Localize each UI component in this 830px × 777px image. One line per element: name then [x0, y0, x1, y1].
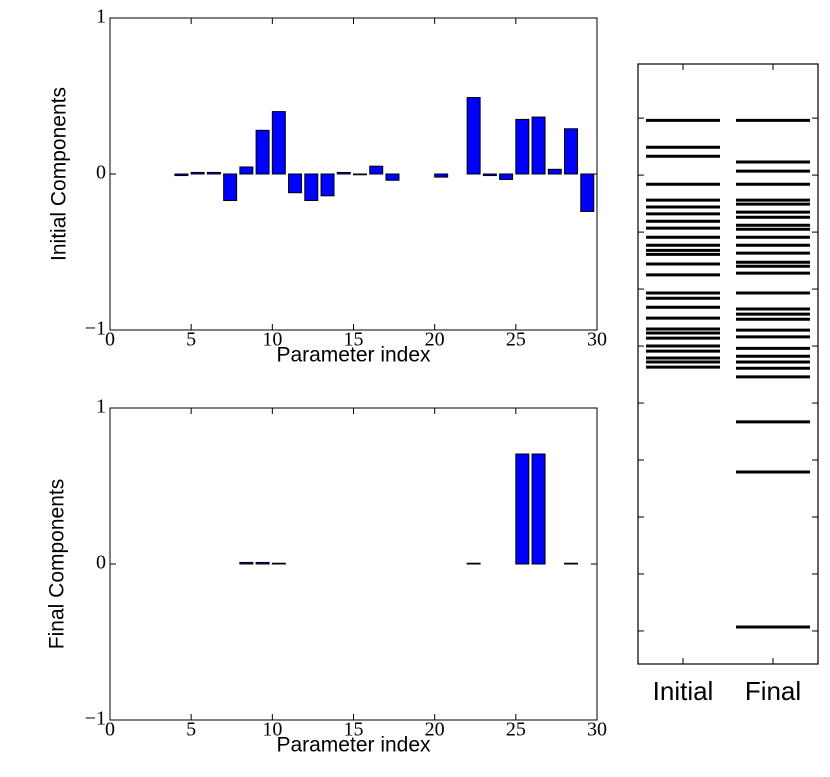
- x-tick-label: 25: [506, 719, 526, 741]
- bar: [174, 173, 189, 177]
- bar: [564, 562, 579, 565]
- x-tick-label: 0: [105, 329, 115, 351]
- bar: [515, 453, 530, 565]
- category-label: Initial: [653, 676, 714, 706]
- bar: [223, 173, 238, 202]
- x-axis-label: Parameter index: [276, 734, 431, 757]
- bar: [385, 173, 400, 181]
- y-tick-label: 0: [96, 552, 106, 574]
- x-tick-label: 5: [186, 329, 196, 351]
- x-tick-label: 5: [186, 719, 196, 741]
- bar: [190, 171, 205, 175]
- x-tick-label: 15: [344, 329, 364, 351]
- bar: [353, 173, 367, 176]
- bar: [271, 111, 286, 175]
- bar: [271, 562, 286, 565]
- bar: [531, 116, 546, 175]
- bar: [547, 168, 562, 175]
- bar: [466, 97, 481, 175]
- x-tick-label: 25: [506, 329, 526, 351]
- bar: [499, 173, 514, 180]
- y-tick-label: 1: [96, 396, 106, 418]
- bar: [369, 165, 384, 175]
- bar: [255, 561, 270, 565]
- bar: [304, 173, 319, 202]
- x-tick-label: 30: [587, 719, 607, 741]
- bar: [239, 166, 254, 175]
- x-tick-label: 10: [262, 329, 282, 351]
- y-tick-label: −1: [85, 708, 106, 730]
- y-tick-label: 0: [96, 162, 106, 184]
- bar: [531, 453, 546, 565]
- bar: [255, 129, 270, 175]
- bar: [320, 173, 335, 197]
- axes-frame: [637, 63, 819, 665]
- bar: [515, 118, 530, 175]
- bar: [239, 561, 254, 565]
- bar: [482, 173, 497, 177]
- bar: [206, 171, 221, 175]
- x-tick-label: 0: [105, 719, 115, 741]
- x-axis-label: Parameter index: [276, 344, 431, 367]
- y-axis-label: Final Components: [46, 479, 69, 649]
- x-tick-label: 15: [344, 719, 364, 741]
- y-tick-label: 1: [96, 6, 106, 28]
- bar: [466, 562, 481, 565]
- bar: [564, 128, 579, 175]
- category-label: Final: [745, 676, 801, 706]
- y-tick-label: −1: [85, 318, 106, 340]
- bar: [288, 173, 303, 194]
- bar: [434, 173, 449, 178]
- y-axis-label: Initial Components: [48, 87, 71, 261]
- bar: [336, 171, 351, 175]
- x-tick-label: 20: [425, 329, 445, 351]
- bar: [580, 173, 595, 212]
- x-tick-label: 30: [587, 329, 607, 351]
- x-tick-label: 20: [425, 719, 445, 741]
- x-tick-label: 10: [262, 719, 282, 741]
